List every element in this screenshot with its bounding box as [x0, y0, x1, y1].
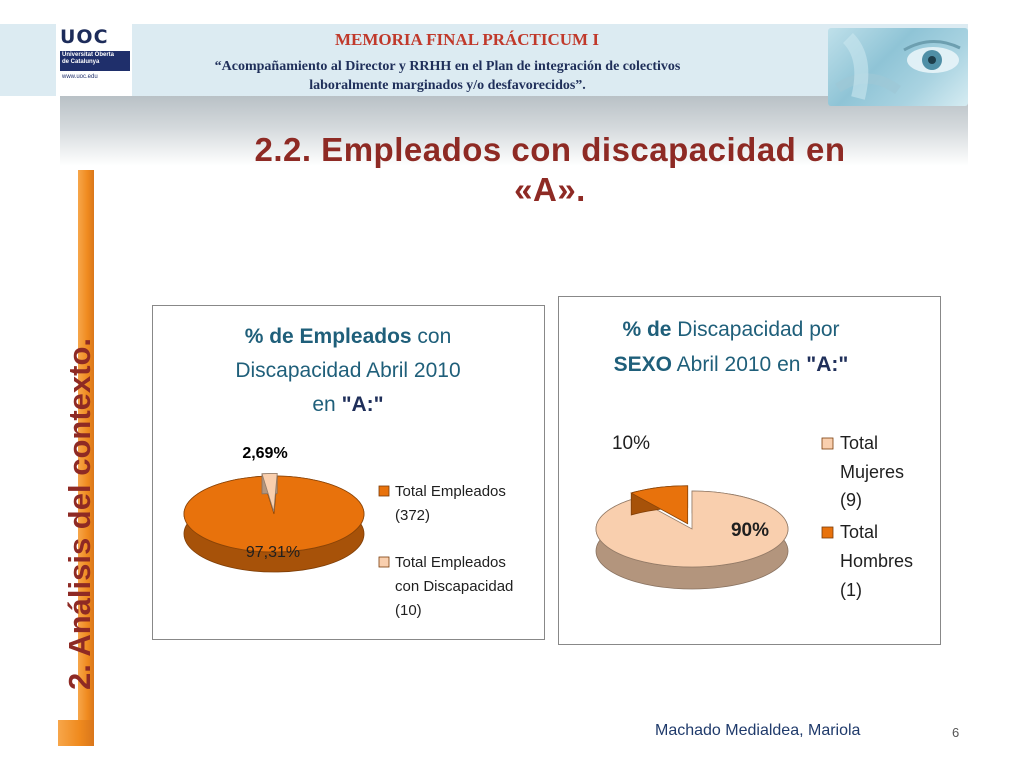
- logo-name-line2: de Catalunya: [62, 59, 100, 65]
- chart2-title-line1: % de Discapacidad por: [622, 318, 839, 341]
- chart1-legend-swatch-empleados: [378, 485, 390, 497]
- memoria-title: MEMORIA FINAL PRÁCTICUM I: [335, 30, 599, 49]
- employees-pie-chart: % de Empleados con Discapacidad Abril 20…: [152, 305, 545, 640]
- slide-title-line2: «A».: [514, 171, 586, 208]
- chart1-title-line3: en "A:": [312, 393, 383, 416]
- chart1-title-line2: Discapacidad Abril 2010: [235, 359, 460, 382]
- chart2-title-a: "A:": [806, 353, 848, 376]
- chart2-legend-swatch-mujeres: [821, 437, 834, 450]
- gender-pie-chart: % de Discapacidad por SEXO Abril 2010 en…: [558, 296, 941, 645]
- chart2-legend-mujeres-1: Total: [840, 433, 878, 453]
- chart2-legend-swatch-hombres: [821, 526, 834, 539]
- chart1-title-en: en: [312, 393, 341, 416]
- slide-title: 2.2. Empleados con discapacidad en «A».: [200, 130, 900, 210]
- logo-strip: [60, 51, 130, 71]
- project-subtitle: “Acompañamiento al Director y RRHH en el…: [140, 57, 755, 95]
- employees-pie-svg: % de Empleados con Discapacidad Abril 20…: [183, 325, 513, 619]
- chart1-label-empleados: 97,31%: [246, 544, 300, 561]
- uoc-logo: UOC Universitat Oberta de Catalunya www.…: [56, 24, 132, 96]
- chart2-title-abril: Abril 2010 en: [672, 353, 806, 376]
- chart1-title-rest: con: [412, 325, 452, 348]
- header-shadow: [60, 96, 968, 166]
- chart2-legend-hombres-1: Total: [840, 522, 878, 542]
- chart2-label-mujeres: 90%: [731, 520, 769, 541]
- chart1-legend-discapacidad-2: con Discapacidad: [395, 578, 513, 595]
- chart1-legend-empleados-1: Total Empleados: [395, 483, 506, 500]
- logo-brand: UOC: [60, 26, 109, 48]
- logo-university-name: Universitat Oberta de Catalunya: [62, 52, 114, 66]
- chart2-title-sexo: SEXO: [614, 353, 672, 376]
- logo-name-line1: Universitat Oberta: [62, 52, 115, 58]
- gender-pie-svg: % de Discapacidad por SEXO Abril 2010 en…: [595, 318, 913, 600]
- section-bar-foot: [58, 720, 94, 746]
- chart2-slice-total-hombres-1: [630, 485, 689, 525]
- eye-photo: [828, 28, 968, 106]
- chart2-legend-mujeres-3: (9): [840, 490, 862, 510]
- chart1-slice-total-empleados-con-discapacidad-10: [261, 473, 278, 512]
- chart2-legend-hombres-3: (1): [840, 580, 862, 600]
- chart2-title-discapacidad: Discapacidad por: [671, 318, 839, 341]
- chart2-pie: [595, 485, 789, 590]
- chart1-legend-swatch-discapacidad: [378, 556, 390, 568]
- chart1-label-discapacidad: 2,69%: [242, 445, 287, 462]
- footer-author: Machado Medialdea, Mariola: [655, 722, 861, 739]
- subtitle-line2: laboralmente marginados y/o desfavorecid…: [309, 78, 586, 93]
- chart1-pie: [183, 473, 365, 573]
- chart1-legend: Total Empleados (372) Total Empleados co…: [378, 483, 513, 619]
- chart2-legend-hombres-2: Hombres: [840, 551, 913, 571]
- chart2-title-line2: SEXO Abril 2010 en "A:": [614, 353, 849, 376]
- chart1-slice-total-empleados-372: [183, 475, 365, 553]
- chart1-legend-discapacidad-3: (10): [395, 602, 422, 619]
- subtitle-line1: “Acompañamiento al Director y RRHH en el…: [214, 59, 681, 74]
- chart2-legend: Total Mujeres (9) Total Hombres (1): [821, 433, 913, 600]
- chart2-legend-mujeres-2: Mujeres: [840, 462, 904, 482]
- chart1-legend-discapacidad-1: Total Empleados: [395, 554, 506, 571]
- chart2-label-hombres: 10%: [612, 433, 650, 454]
- chart1-legend-empleados-2: (372): [395, 507, 430, 524]
- chart1-title-line1: % de Empleados con: [245, 325, 452, 348]
- page-number: 6: [952, 725, 960, 740]
- header-band: [0, 24, 968, 96]
- section-bar: [78, 170, 94, 745]
- logo-web: www.uoc.edu: [62, 74, 98, 80]
- section-label: 2. Análisis del contexto.: [62, 337, 97, 690]
- chart1-title-a: "A:": [342, 393, 384, 416]
- slide-title-line1: 2.2. Empleados con discapacidad en: [254, 131, 846, 168]
- chart2-title-de: % de: [622, 318, 671, 341]
- chart1-title-bold: % de Empleados: [245, 325, 412, 348]
